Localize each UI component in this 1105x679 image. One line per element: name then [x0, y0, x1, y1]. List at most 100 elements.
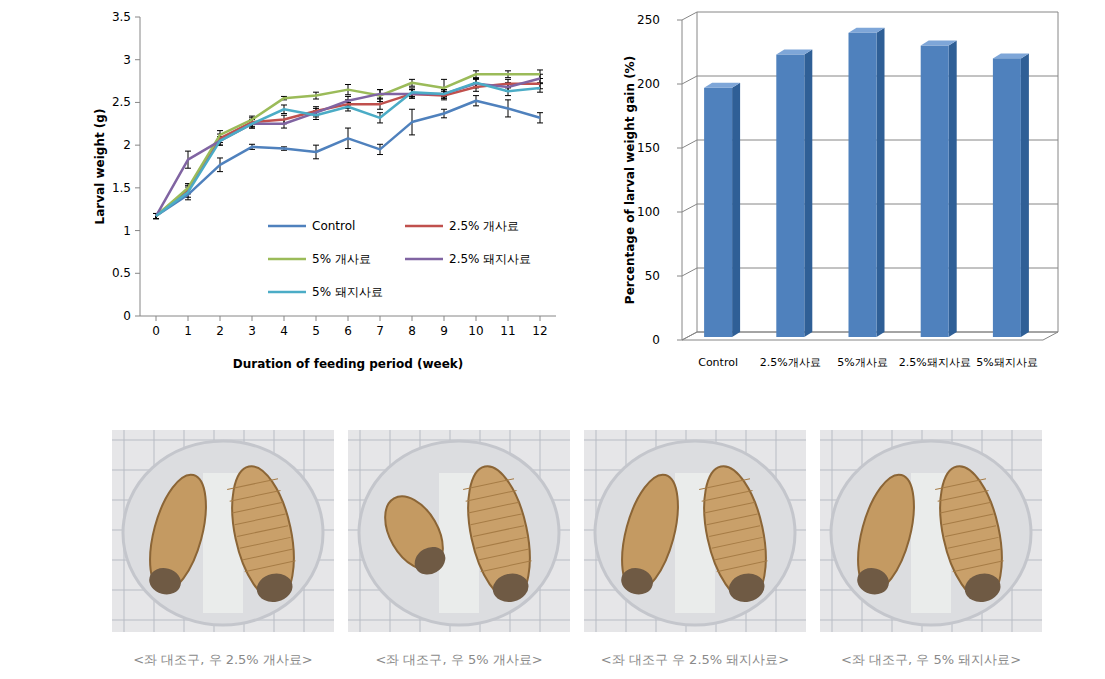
error-cap — [409, 87, 415, 88]
photo-caption: <좌 대조구, 우 5% 개사료> — [375, 652, 542, 667]
larva — [929, 461, 1012, 608]
error-cap — [537, 69, 543, 70]
error-cap — [345, 96, 351, 97]
error-cap — [313, 145, 319, 146]
error-cap — [505, 99, 511, 100]
back-wall-edge — [697, 12, 698, 332]
larva-segment — [242, 549, 293, 560]
x-tick — [316, 316, 317, 321]
y-tick-label: 0 — [123, 309, 131, 323]
x-tick — [380, 316, 381, 321]
petri-dish — [831, 441, 1031, 625]
larva-head — [962, 570, 1003, 605]
bar-front — [993, 58, 1021, 337]
legend-label: 5% 개사료 — [312, 252, 371, 266]
larva-segment — [471, 514, 522, 525]
error-cap — [377, 89, 383, 90]
error-cap — [505, 79, 511, 80]
error-cap — [345, 94, 351, 95]
plot-area — [153, 70, 543, 219]
x-tick-label: 2 — [216, 324, 224, 338]
photo-caption: <좌 대조구, 우 5% 돼지사료> — [841, 652, 1021, 667]
error-cap — [473, 105, 479, 106]
error-cap — [377, 109, 383, 110]
error-cap — [441, 79, 447, 80]
bar — [921, 41, 957, 337]
x-tick-label: 5%개사료 — [837, 356, 887, 369]
series-line — [156, 74, 540, 216]
legend-swatch — [268, 258, 306, 261]
larva-body — [611, 469, 688, 597]
error-cap — [249, 116, 255, 117]
x-tick-label: 9 — [440, 324, 448, 338]
error-cap — [409, 79, 415, 80]
legend-label: 2.5% 개사료 — [449, 219, 519, 233]
error-cap — [409, 109, 415, 110]
error-cap — [153, 218, 159, 219]
larva-segment — [935, 479, 986, 490]
x-tick — [220, 316, 221, 321]
error-cap — [473, 77, 479, 78]
photo: <좌 대조구, 우 5% 돼지사료> — [820, 430, 1042, 667]
bar-front — [704, 88, 732, 337]
bar-top — [849, 28, 885, 33]
x-tick-label: 5 — [312, 324, 320, 338]
y-tick — [677, 276, 682, 277]
x-tick-label: Control — [698, 356, 738, 369]
y-tick — [135, 273, 140, 274]
bar-side — [877, 28, 885, 337]
x-tick — [412, 316, 413, 321]
bar-front — [776, 55, 804, 337]
larva-segment — [463, 479, 514, 490]
y-tick — [135, 59, 140, 60]
larva-head — [410, 541, 451, 580]
larva-segment — [245, 561, 296, 572]
legend-item: 2.5% 개사료 — [405, 219, 519, 233]
larva — [373, 486, 457, 584]
error-cap — [377, 89, 383, 90]
error-cap — [185, 151, 191, 152]
error-cap — [473, 78, 479, 79]
error-cap — [153, 218, 159, 219]
error-cap — [505, 116, 511, 117]
x-tick — [508, 316, 509, 321]
error-cap — [537, 92, 543, 93]
error-cap — [377, 122, 383, 123]
larva-body — [139, 469, 216, 597]
larva — [221, 461, 304, 608]
error-cap — [185, 168, 191, 169]
x-tick — [348, 316, 349, 321]
larva-body — [457, 461, 540, 606]
bar-side — [804, 50, 812, 337]
bar — [849, 28, 885, 337]
x-tick — [156, 316, 157, 321]
legend-swatch — [405, 258, 443, 261]
y-tick-label: 250 — [637, 13, 660, 27]
legend-item: 5% 돼지사료 — [268, 285, 383, 299]
y-tick-label: 200 — [637, 77, 660, 91]
x-tick-label: 12 — [532, 324, 547, 338]
y-axis — [682, 20, 683, 340]
larva-head — [254, 570, 295, 605]
bar-top — [704, 83, 740, 88]
larva-segment — [240, 537, 291, 548]
photo-background — [112, 430, 334, 632]
y-tick-label: 3.5 — [112, 10, 131, 24]
error-cap — [313, 106, 319, 107]
error-cap — [505, 70, 511, 71]
error-cap — [441, 99, 447, 100]
larva-segment — [938, 490, 989, 501]
larva-head — [726, 570, 767, 605]
photo-background — [584, 430, 806, 632]
y-tick-label: 2 — [123, 138, 131, 152]
error-cap — [313, 119, 319, 120]
error-cap — [409, 86, 415, 87]
y-tick-label: 1 — [123, 224, 131, 238]
x-tick-label: 8 — [408, 324, 416, 338]
error-cap — [377, 112, 383, 113]
x-tick-label: 3 — [248, 324, 256, 338]
bar-side — [949, 41, 957, 337]
error-cap — [473, 91, 479, 92]
error-cap — [409, 98, 415, 99]
larva-segment — [235, 514, 286, 525]
